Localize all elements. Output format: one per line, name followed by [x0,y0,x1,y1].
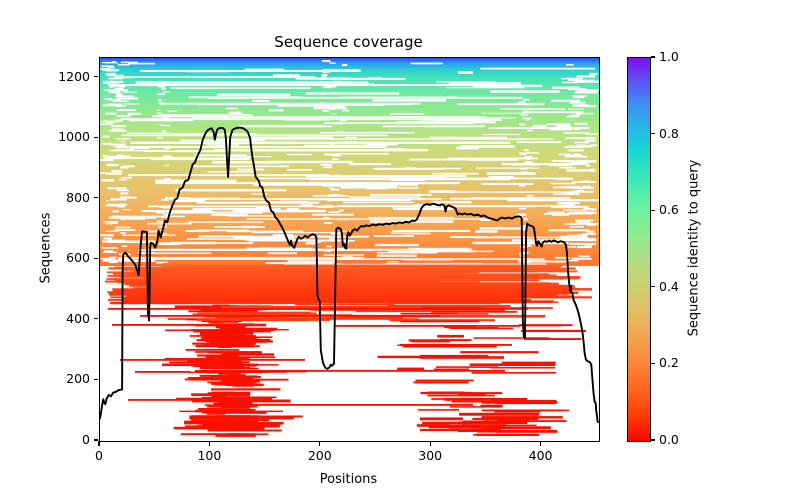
y-tick-mark [93,439,98,441]
y-tick-mark [93,136,98,138]
colorbar-tick-label: 0.6 [659,202,679,218]
x-tick-mark [319,441,321,446]
colorbar-tick-mark [651,56,655,58]
x-tick-label: 300 [418,448,443,463]
colorbar-tick-label: 0.0 [659,432,679,447]
y-tick-mark [93,76,98,78]
plot-area [99,57,600,442]
colorbar-tick-mark [651,439,655,441]
y-tick-label: 1000 [58,129,90,145]
x-tick-label: 400 [528,448,553,463]
y-tick-label: 400 [66,310,90,326]
y-tick-mark [93,257,98,259]
y-tick-label: 800 [66,189,90,205]
colorbar-tick-mark [651,286,655,288]
x-tick-label: 100 [197,448,222,463]
colorbar-tick-label: 1.0 [659,49,679,64]
x-tick-mark [208,441,210,446]
colorbar-tick-mark [651,362,655,364]
colorbar-tick-label: 0.4 [659,278,679,294]
y-tick-label: 1200 [58,68,90,84]
x-tick-mark [539,441,542,446]
x-tick-label: 0 [95,448,103,463]
colorbar-tick-label: 0.2 [659,355,679,371]
y-axis-label: Sequences [38,212,54,284]
low-identity-segments [108,302,587,437]
y-tick-label: 200 [66,371,90,387]
dense-band-segments [105,264,592,305]
coverage-line [100,126,599,424]
colorbar-label: Sequence identity to query [686,159,702,337]
y-tick-mark [93,197,98,199]
y-tick-mark [93,378,98,381]
y-tick-mark [93,318,98,320]
chart-title: Sequence coverage [274,33,423,51]
x-axis-label: Positions [319,472,378,487]
msa-plot-svg [100,58,599,437]
y-tick-label: 0 [82,432,90,447]
colorbar-tick-mark [651,209,655,211]
colorbar-tick-mark [651,133,655,135]
x-tick-label: 200 [307,448,332,463]
colorbar [627,57,651,442]
x-tick-mark [429,441,431,446]
white-gaps [100,60,599,267]
y-tick-label: 600 [66,250,90,266]
x-tick-mark [98,441,100,446]
colorbar-tick-label: 0.8 [659,125,679,141]
